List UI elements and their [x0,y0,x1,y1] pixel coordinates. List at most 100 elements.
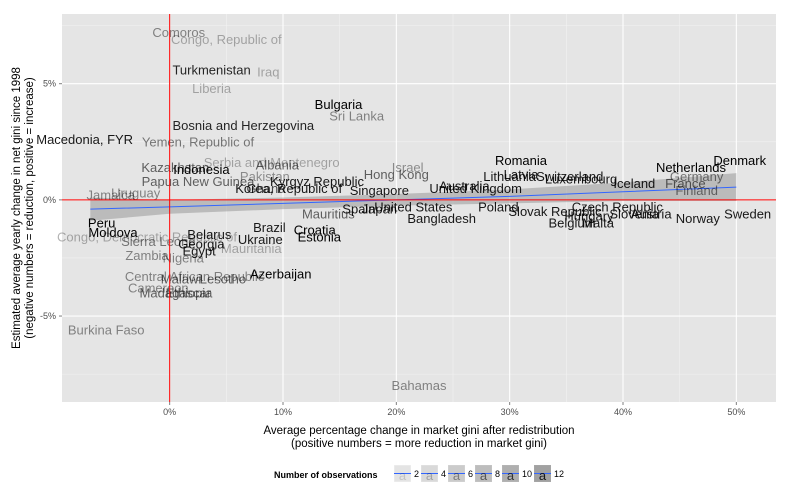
point-label: Kazakhstan [141,160,209,175]
legend-key-glyph: a [453,468,461,483]
point-label: Albania [256,158,300,173]
point-label: Ethiopia [165,285,213,300]
point-label: Liberia [192,81,232,96]
point-label: Georgia [178,237,225,252]
legend-title: Number of observations [274,470,378,480]
point-label: Luxembourg [545,171,617,186]
point-label: Ukraine [238,232,283,247]
point-label: Finland [675,183,718,198]
point-label: Iceland [613,176,655,191]
point-label: Yemen, Republic of [142,134,255,149]
point-label: Congo, Republic of [171,32,282,47]
point-label: Bosnia and Herzegovina [173,118,315,133]
y-tick-label: 0% [43,195,56,205]
legend-key-glyph: a [426,468,434,483]
point-label: Zambia [125,248,169,263]
point-label: Japan [362,202,397,217]
point-label: Croatia [294,223,337,238]
y-tick-label: 5% [43,79,56,89]
point-label: Indonesia [173,162,230,177]
point-label: Korea, Republic of [235,181,342,196]
point-label: Macedonia, FYR [36,132,133,147]
point-label: Israel [392,160,424,175]
point-label: Belgium [549,216,596,231]
x-tick-label: 30% [501,407,519,417]
point-label: Uruguay [111,185,161,200]
legend-label: 8 [495,469,500,479]
x-tick-label: 20% [387,407,405,417]
point-label: Poland [478,199,518,214]
y-axis-ticks: -5% 0% 5% [40,79,62,321]
point-label: Bahamas [392,378,447,393]
x-axis-title-line2: (positive numbers = more reduction in ma… [291,438,547,450]
point-label: Cameroon [128,281,189,296]
point-label: Lesotho [200,271,246,286]
x-axis-title-line1: Average percentage change in market gini… [263,425,574,437]
point-label: Czech Republic [572,199,664,214]
point-label: Azerbaijan [250,267,311,282]
point-label: Latvia [504,167,539,182]
x-tick-label: 40% [614,407,632,417]
legend-label: 10 [522,469,532,479]
x-tick-label: 10% [274,407,292,417]
point-label: France [665,176,705,191]
point-label: Hong Kong [364,167,429,182]
legend-key-glyph: a [399,468,407,483]
point-label: Iraq [257,65,279,80]
point-label: Romania [495,153,548,168]
point-label: Comoros [152,25,205,40]
y-axis-title-line2: (negative numbers = reduction, positive … [24,77,36,339]
x-tick-label: 50% [727,407,745,417]
trend-confidence-band [90,173,737,221]
point-label: Estonia [298,230,342,245]
y-tick-label: -5% [40,311,56,321]
legend-label: 12 [554,469,564,479]
point-label: Germany [670,169,724,184]
point-label: Burkina Faso [68,322,145,337]
point-label: Australia [439,178,490,193]
legend-label: 2 [414,469,419,479]
point-label: Mauritania [221,241,282,256]
point-label: Singapore [350,183,409,198]
point-label: Egypt [183,243,217,258]
point-label: Bangladesh [407,211,476,226]
point-label: Brazil [253,220,286,235]
legend-key-glyph: a [539,468,547,483]
point-label: Spain [342,202,375,217]
legend-key-glyph: a [480,468,488,483]
minor-gridlines [62,14,776,402]
point-label: Nigeria [163,250,205,265]
point-label: Sri Lanka [329,109,385,124]
point-label: Serbia and Montenegro [204,155,340,170]
point-label: Denmark [713,153,766,168]
y-axis-title-line1: Estimated average yearly change in net g… [11,67,23,349]
point-label: Turkmenistan [172,62,250,77]
point-label: Kyrgyz Republic [270,174,364,189]
point-label: Slovenia [609,206,660,221]
point-label: Madagascar [140,285,212,300]
point-label: Hungary [564,209,614,224]
legend-label: 4 [441,469,446,479]
point-label: United States [374,199,453,214]
point-label: Lithuania [483,169,537,184]
point-label: Slovak Republic [508,204,602,219]
point-label: Jamaica [87,188,136,203]
point-label: Belarus [187,227,232,242]
reference-lines [62,14,776,402]
point-label: Congo, Democratic Republic of [57,230,237,245]
point-label: Bulgaria [315,97,363,112]
x-axis-ticks: 0% 10% 20% 30% 40% 50% [163,402,745,417]
legend-label: 6 [468,469,473,479]
point-label: Central African Republic [125,269,265,284]
point-label: Peru [88,216,115,231]
point-label: Sierra Leone [121,234,195,249]
point-label: Mauritius [302,206,355,221]
point-label: Malawi [161,271,202,286]
point-label: Malta [582,216,615,231]
point-label: Switzerland [536,169,603,184]
point-label: Austria [631,206,672,221]
point-label: Norway [676,211,721,226]
point-label: Ghana [246,181,286,196]
legend-key-glyph: a [507,468,515,483]
